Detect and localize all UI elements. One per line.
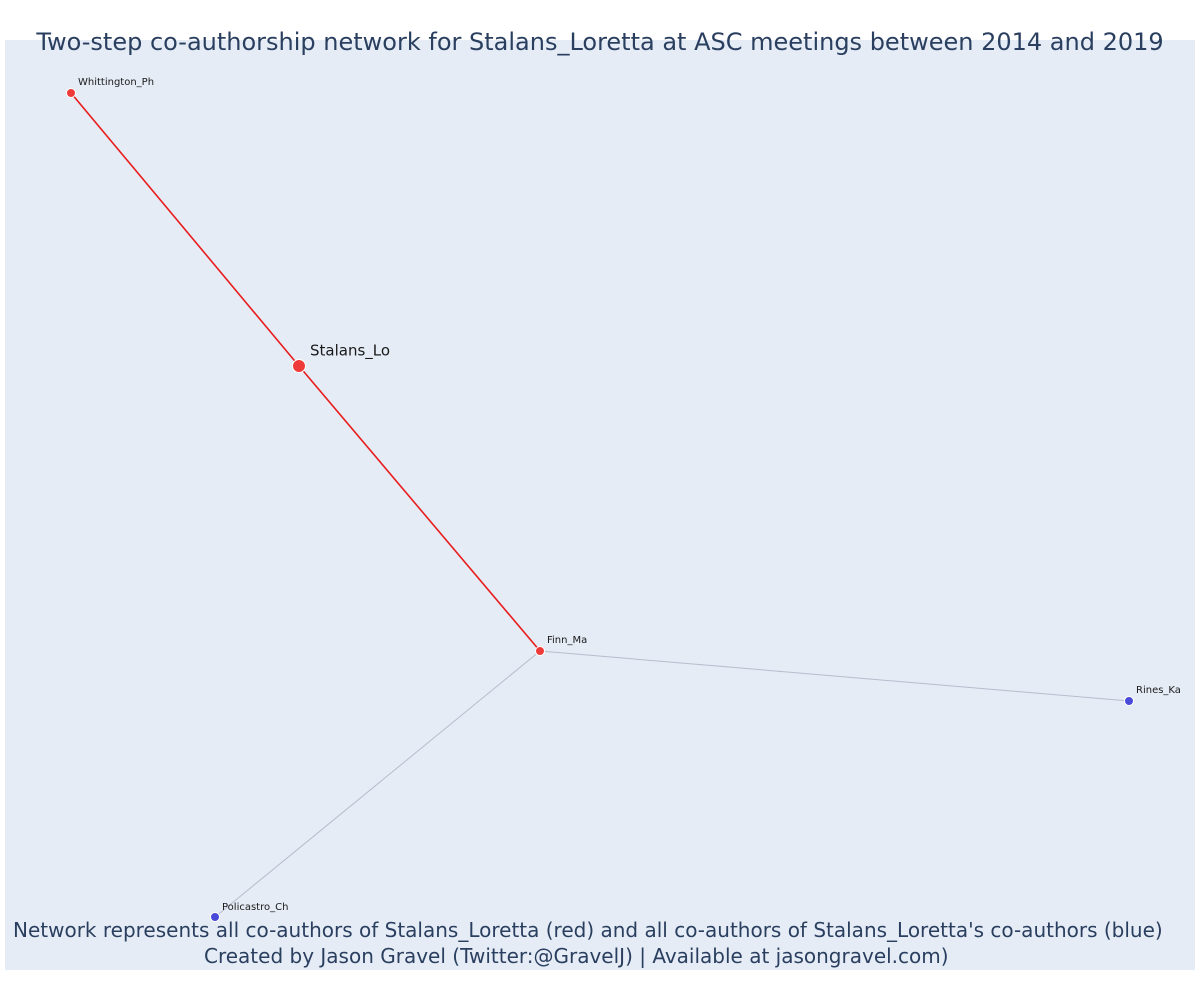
chart-title: Two-step co-authorship network for Stala… bbox=[36, 28, 1164, 56]
footer-note: Network represents all co-authors of Sta… bbox=[13, 918, 1163, 942]
node-label-policastro-ch: Policastro_Ch bbox=[222, 902, 288, 913]
node-policastro-ch[interactable] bbox=[210, 912, 220, 922]
node-finn-ma[interactable] bbox=[535, 646, 545, 656]
edge-whittington-ph-stalans-lo bbox=[70, 92, 300, 367]
plot-area bbox=[5, 40, 1195, 970]
edge-finn-ma-policastro-ch bbox=[214, 650, 541, 918]
node-label-stalans-lo: Stalans_Lo bbox=[310, 342, 390, 361]
node-stalans-lo[interactable] bbox=[292, 359, 306, 373]
node-layer bbox=[66, 88, 1134, 922]
edge-stalans-lo-finn-ma bbox=[298, 365, 541, 652]
node-label-rines-ka: Rines_Ka bbox=[1136, 685, 1181, 696]
edge-layer bbox=[70, 92, 1130, 918]
label-layer: Whittington_Ph Stalans_Lo Finn_Ma Rines_Ka P… bbox=[78, 77, 1181, 913]
footer-credit: Created by Jason Gravel (Twitter:@Gravel… bbox=[204, 944, 949, 968]
edge-finn-ma-rines-ka bbox=[539, 650, 1130, 702]
node-label-whittington-ph: Whittington_Ph bbox=[78, 77, 154, 88]
node-label-finn-ma: Finn_Ma bbox=[547, 635, 587, 646]
node-whittington-ph[interactable] bbox=[66, 88, 76, 98]
node-rines-ka[interactable] bbox=[1124, 696, 1134, 706]
